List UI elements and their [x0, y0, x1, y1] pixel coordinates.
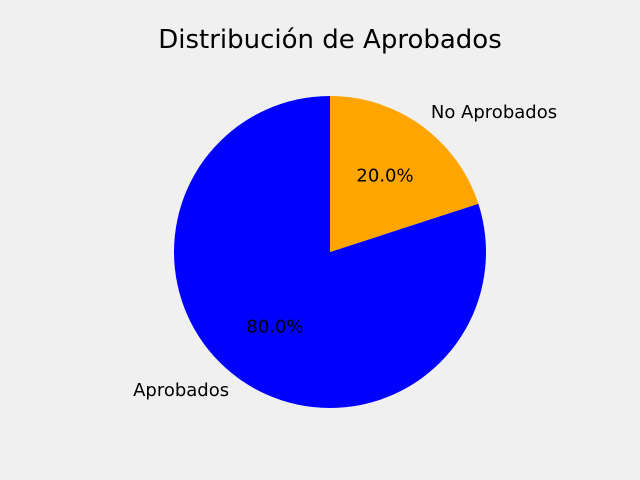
slice-label-no-aprobados: No Aprobados — [431, 102, 557, 123]
chart-title: Distribución de Aprobados — [158, 25, 502, 55]
pie-labels: Aprobados 80.0% No Aprobados 20.0% — [133, 102, 557, 401]
pct-label-no-aprobados: 20.0% — [356, 165, 413, 186]
pct-label-aprobados: 80.0% — [246, 317, 303, 338]
slice-label-aprobados: Aprobados — [133, 380, 229, 401]
pie-slice-no-aprobados — [330, 95, 479, 252]
pie-slices — [174, 95, 486, 408]
